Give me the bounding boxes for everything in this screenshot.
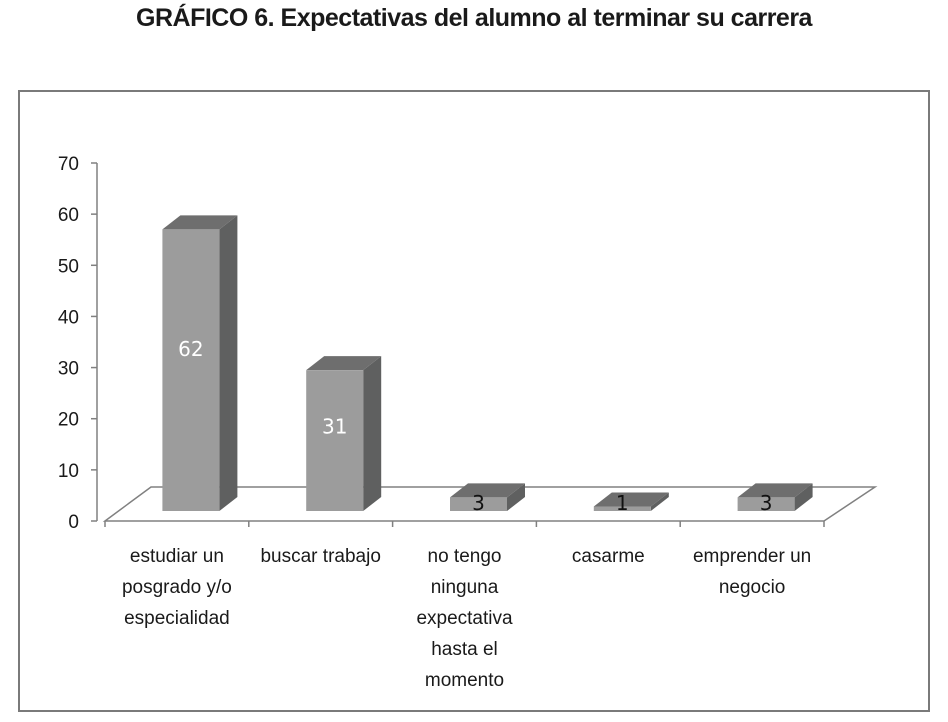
x-category-label-line: especialidad [124, 608, 230, 629]
bar-side [650, 492, 669, 511]
data-label: 1 [616, 491, 629, 515]
bar [162, 229, 220, 512]
data-label: 31 [322, 415, 347, 439]
y-tick-label: 60 [58, 205, 79, 226]
y-tick-label: 50 [58, 256, 79, 277]
x-category-label-line: expectativa [416, 608, 513, 629]
bar-top [162, 215, 238, 230]
x-category-label-line: buscar trabajo [260, 546, 380, 567]
bar-side [794, 483, 813, 511]
y-tick-label: 0 [68, 512, 79, 533]
bar-side [507, 483, 525, 511]
chart-floor [102, 486, 878, 522]
data-label: 3 [472, 491, 485, 515]
data-label: 62 [178, 337, 203, 361]
bar-side [363, 356, 382, 511]
bar-top [306, 356, 382, 371]
x-category-label-line: ninguna [431, 577, 499, 598]
x-category-label: estudiar un posgrado y/o especialidad [122, 546, 232, 629]
x-category-label-line: estudiar un [130, 546, 224, 567]
x-category-label-line: casarme [572, 546, 645, 567]
chart-frame [18, 90, 930, 712]
x-category-label-line: posgrado y/o [122, 577, 232, 598]
x-category-label: emprender un negocio [693, 546, 811, 598]
bar-top [593, 492, 669, 507]
chart-title: GRÁFICO 6. Expectativas del alumno al te… [136, 4, 812, 32]
y-tick-label: 40 [58, 307, 79, 328]
x-category-label: casarme [572, 546, 645, 567]
x-category-label-line: momento [425, 670, 504, 691]
bar [306, 370, 364, 511]
data-label: 3 [760, 491, 773, 515]
y-tick-label: 20 [58, 410, 79, 431]
x-category-label-line: emprender un [693, 546, 811, 567]
bar-top [450, 483, 525, 498]
x-category-label-line: no tengo [428, 546, 502, 567]
y-tick-label: 70 [58, 154, 79, 175]
bar [593, 506, 651, 511]
y-tick-label: 30 [58, 359, 79, 380]
x-category-label-line: hasta el [431, 639, 498, 660]
bar [737, 497, 795, 511]
bar [450, 497, 507, 511]
x-category-label: no tengo ninguna expectativa hasta el moment… [416, 546, 513, 691]
y-tick-label: 10 [58, 461, 79, 482]
x-category-label-line: negocio [719, 577, 786, 598]
x-category-label: buscar trabajo [260, 546, 380, 567]
bar-side [219, 215, 238, 512]
bar-top [737, 483, 813, 498]
